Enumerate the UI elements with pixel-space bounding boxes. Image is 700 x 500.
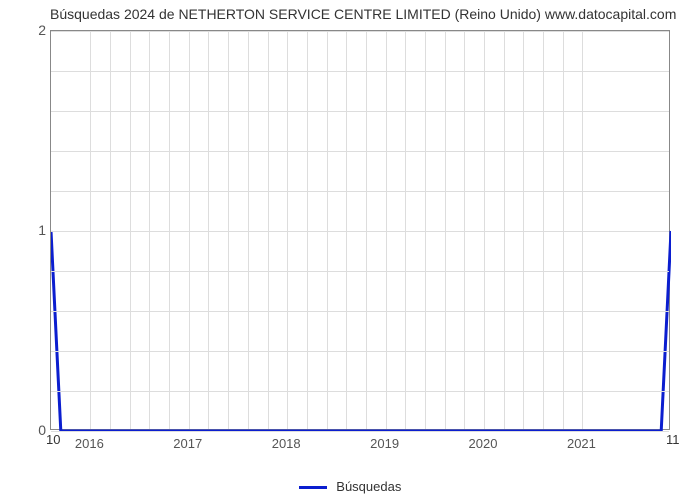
endpoint-label-left: 10 [46, 432, 60, 447]
endpoint-label-right: 11 [666, 432, 680, 447]
x-tick: 2020 [469, 436, 498, 451]
chart-title: Búsquedas 2024 de NETHERTON SERVICE CENT… [50, 6, 676, 22]
y-tick: 2 [6, 22, 46, 38]
line-chart: Búsquedas 2024 de NETHERTON SERVICE CENT… [0, 0, 700, 500]
x-tick: 2021 [567, 436, 596, 451]
y-tick: 1 [6, 222, 46, 238]
legend: Búsquedas [0, 479, 700, 494]
plot-area [50, 30, 670, 430]
legend-label: Búsquedas [336, 479, 401, 494]
x-tick: 2017 [173, 436, 202, 451]
y-tick: 0 [6, 422, 46, 438]
x-tick: 2019 [370, 436, 399, 451]
x-tick: 2016 [75, 436, 104, 451]
legend-swatch [299, 486, 327, 489]
x-tick: 2018 [272, 436, 301, 451]
